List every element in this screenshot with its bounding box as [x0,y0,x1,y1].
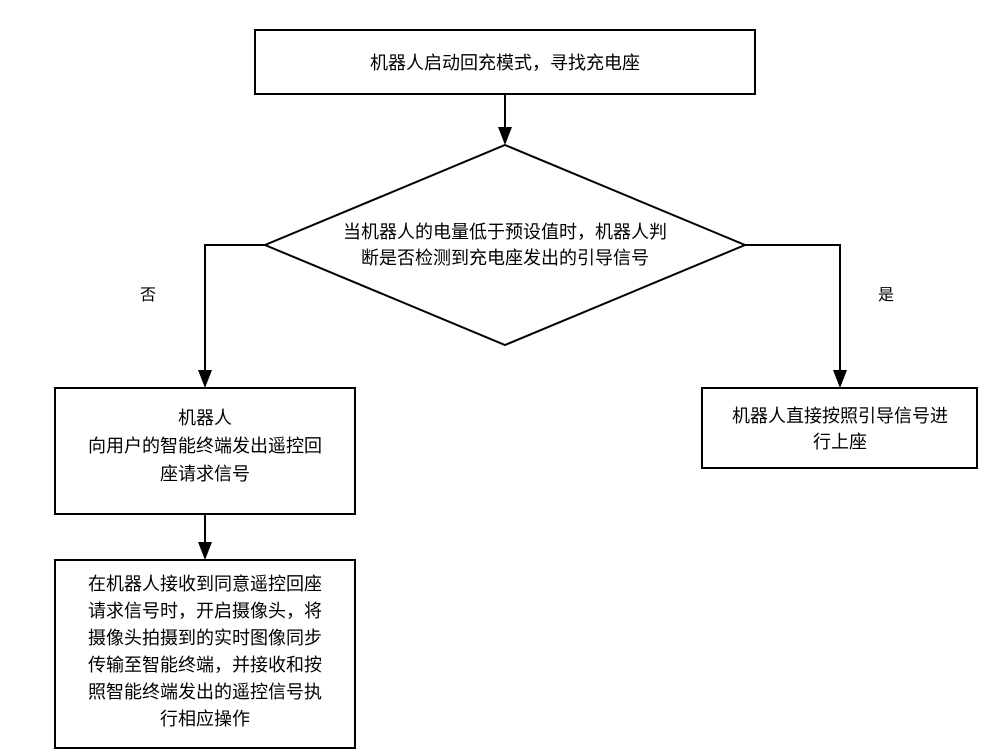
node-right [702,388,977,468]
node-left1-l1: 机器人 [178,408,232,428]
node-left2-l1: 在机器人接收到同意遥控回座 [88,574,322,594]
node-left1-l2: 向用户的智能终端发出遥控回 [88,436,322,456]
label-yes: 是 [878,287,894,304]
flowchart-canvas: 机器人启动回充模式，寻找充电座 当机器人的电量低于预设值时，机器人判 断是否检测… [0,0,1000,750]
node-left2-l3: 摄像头拍摄到的实时图像同步 [88,628,322,648]
label-no: 否 [140,287,156,304]
node-decision-line1: 当机器人的电量低于预设值时，机器人判 [343,222,667,242]
node-right-l2: 行上座 [813,432,867,452]
node-left2-l4: 传输至智能终端，并接收和按 [88,655,322,675]
node-right-l1: 机器人直接按照引导信号进 [732,406,948,426]
node-start-text: 机器人启动回充模式，寻找充电座 [370,53,640,73]
edge-decision-left [205,245,265,386]
node-left2-l5: 照智能终端发出的遥控信号执 [88,682,322,702]
node-left2-l2: 请求信号时，开启摄像头，将 [88,601,322,621]
node-decision [265,145,745,345]
node-left2-l6: 行相应操作 [160,709,250,729]
edge-decision-right [745,245,840,386]
node-decision-line2: 断是否检测到充电座发出的引导信号 [361,248,649,268]
node-left1-l3: 座请求信号 [160,464,250,484]
